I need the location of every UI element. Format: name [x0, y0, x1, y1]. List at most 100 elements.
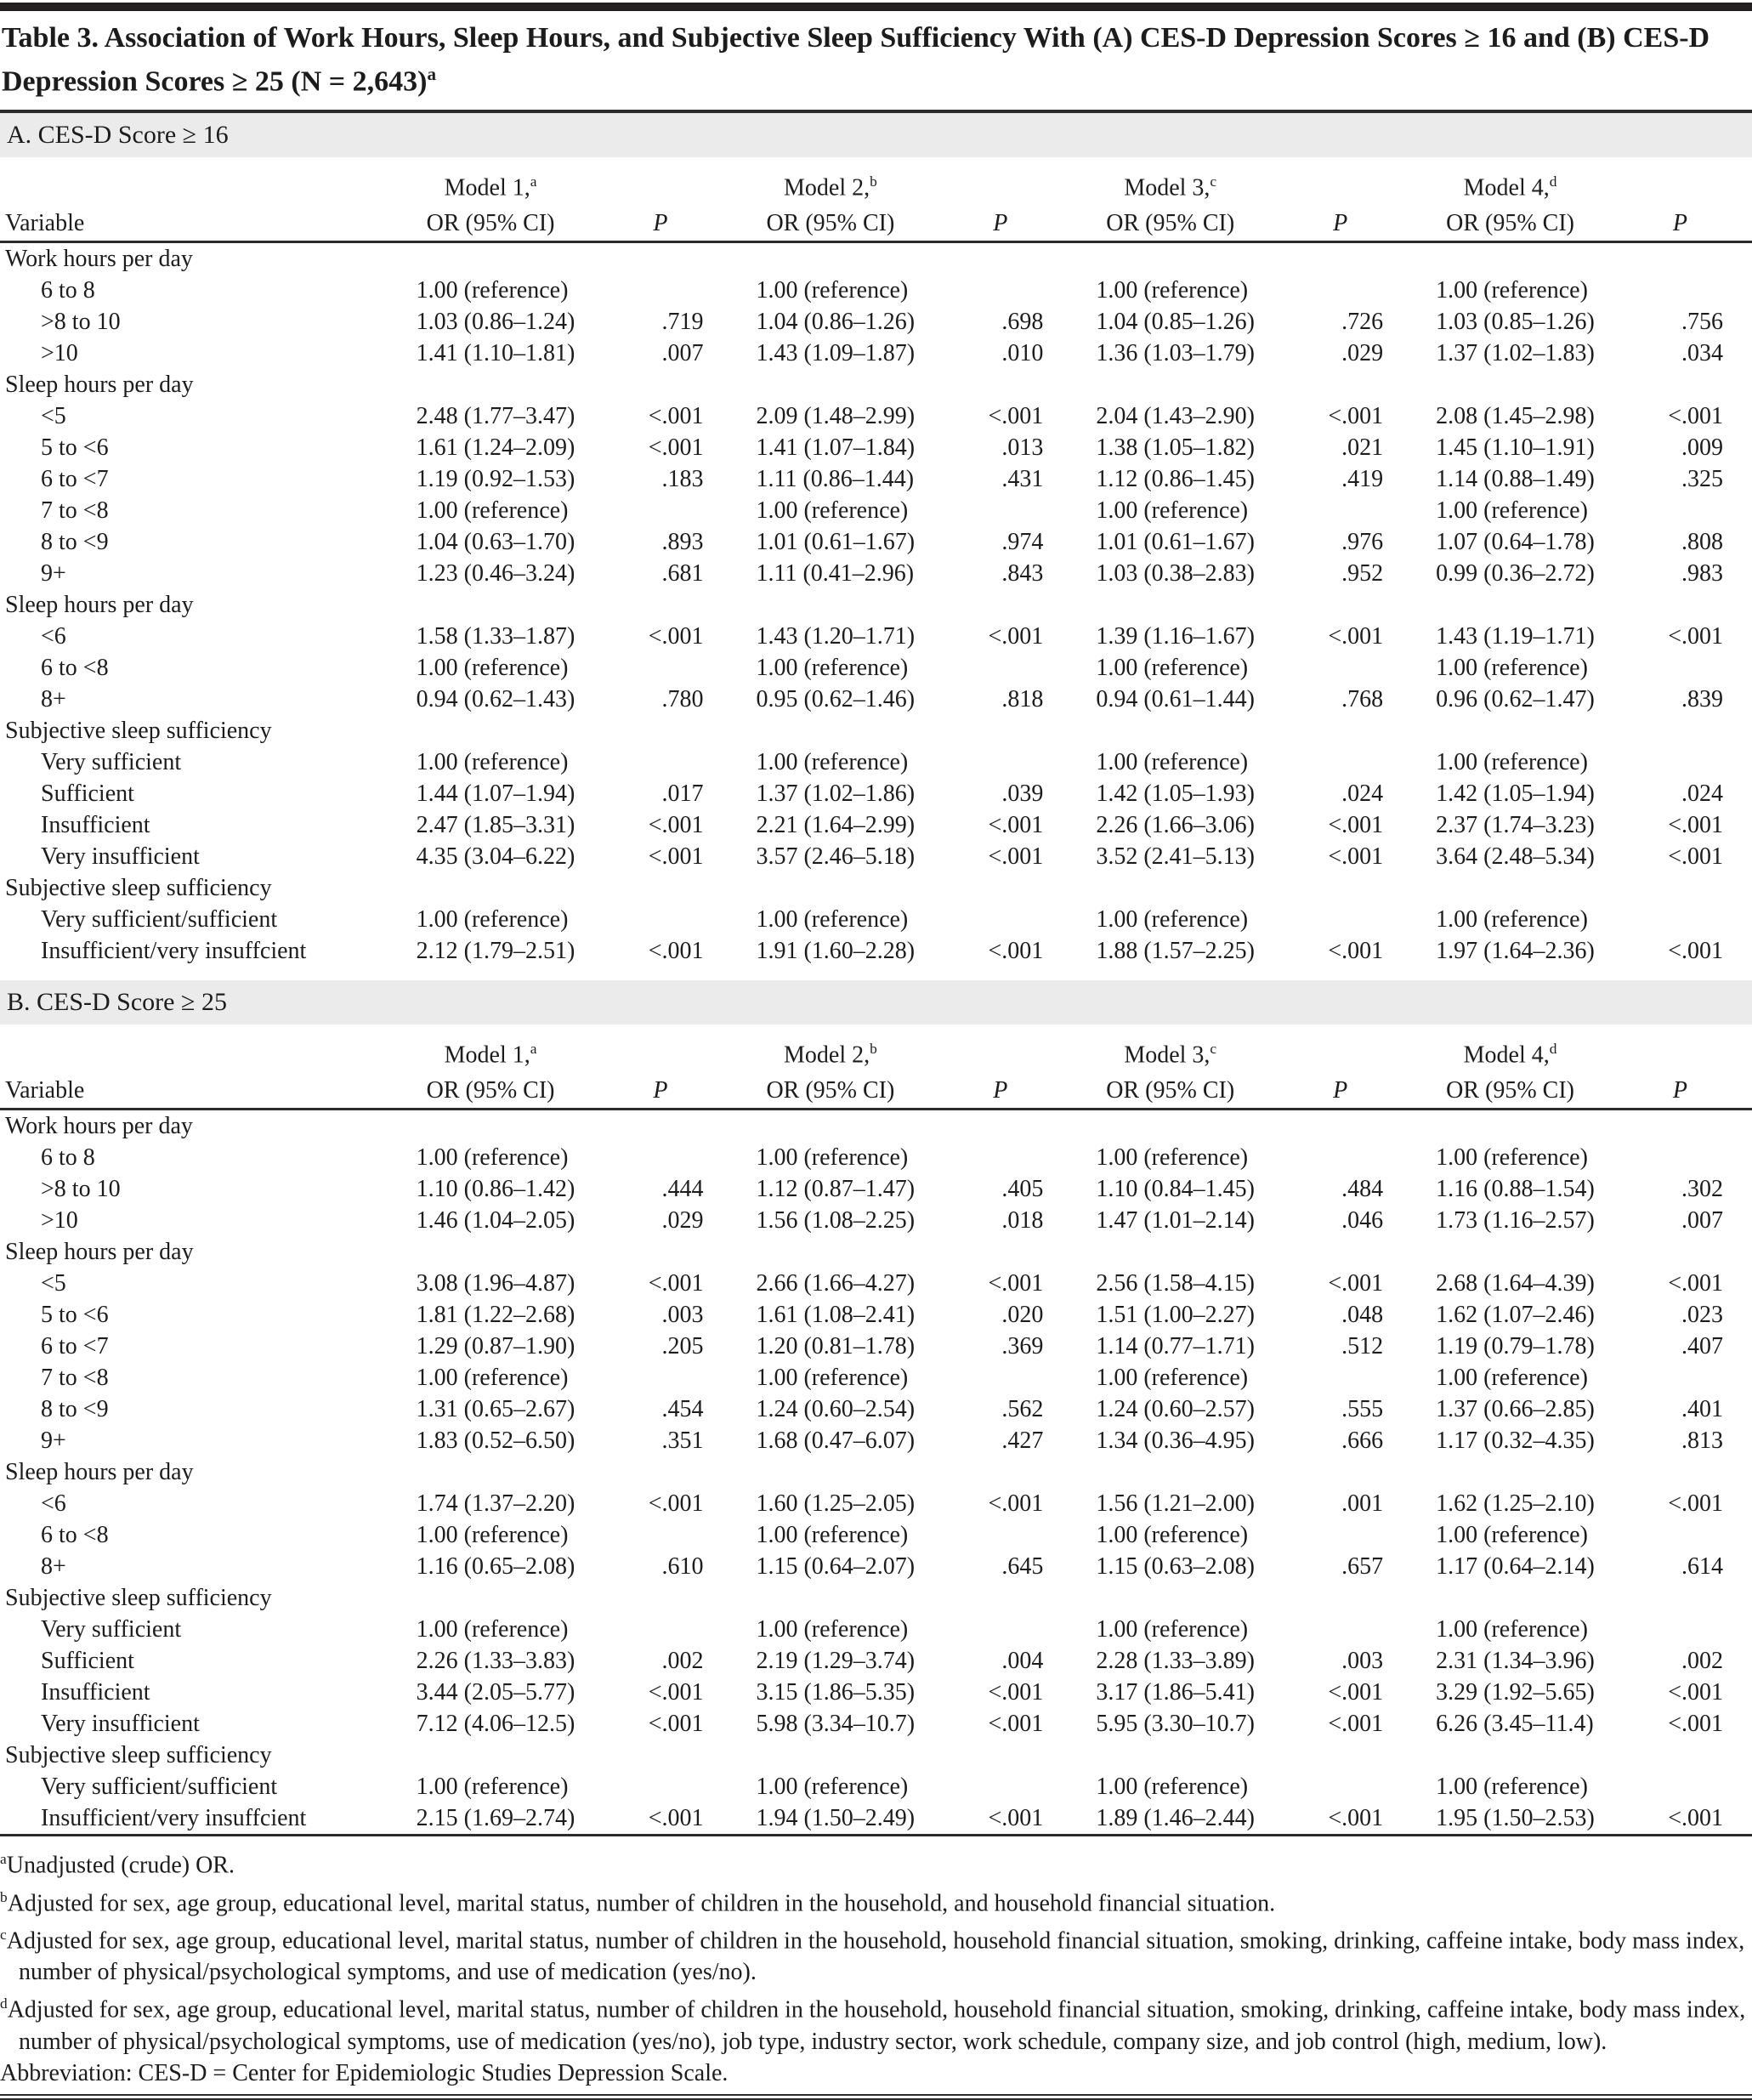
- header-spacer: [1268, 157, 1412, 202]
- table-row: 9+ 1.23 (0.46–3.24) .681 1.11 (0.41–2.96) .8…: [0, 558, 1752, 589]
- p-cell: .431: [1001, 465, 1044, 492]
- or-cell: 1.00 (reference): [1436, 1144, 1588, 1171]
- variable-column-header: Variable: [0, 202, 393, 244]
- or-cell: 1.17 (0.64–2.14): [1436, 1552, 1595, 1580]
- model-header: Model 1,a: [393, 1024, 589, 1070]
- row-label-cell: 6 to <7: [41, 465, 109, 492]
- or-cell: 1.04 (0.85–1.26): [1096, 308, 1255, 335]
- or-cell: 2.68 (1.64–4.39): [1436, 1269, 1595, 1297]
- or-cell: 1.10 (0.84–1.45): [1096, 1175, 1255, 1202]
- table-row: >10 1.41 (1.10–1.81) .007 1.43 (1.09–1.87).…: [0, 338, 1752, 369]
- or-cell: 2.19 (1.29–3.74): [756, 1647, 916, 1674]
- table-row: Very sufficient 1.00 (reference) 1.00 (ref…: [0, 1614, 1752, 1645]
- model-header-label: Model 2,: [784, 174, 870, 201]
- or-cell: 1.38 (1.05–1.82): [1096, 434, 1255, 461]
- or-cell: 1.47 (1.01–2.14): [1096, 1206, 1255, 1234]
- or-cell: 7.12 (4.06–12.5): [416, 1710, 575, 1737]
- table-row: <5 2.48 (1.77–3.47) <.001 2.09 (1.48–2.99) <…: [0, 400, 1752, 432]
- or-cell: 1.44 (1.07–1.94): [416, 780, 575, 807]
- row-label-cell: 8 to <9: [41, 1395, 109, 1422]
- or-cell: 1.00 (reference): [416, 1521, 569, 1548]
- p-cell: <.001: [988, 1678, 1044, 1706]
- table-row: Insufficient/very insuffcient 2.15 (1.69–…: [0, 1802, 1752, 1837]
- or-cell: 1.14 (0.77–1.71): [1096, 1332, 1255, 1359]
- p-cell: <.001: [1328, 843, 1384, 870]
- or-cell: 1.00 (reference): [756, 1144, 909, 1171]
- table-row: 8+ 0.94 (0.62–1.43) .780 0.95 (0.62–1.46) .8…: [0, 684, 1752, 715]
- row-label-cell: <5: [41, 1269, 66, 1297]
- model-header: Model 4,d: [1412, 157, 1608, 202]
- or-cell: 1.10 (0.86–1.42): [416, 1175, 575, 1202]
- row-label-cell: 7 to <8: [41, 497, 109, 524]
- p-cell: .839: [1681, 685, 1723, 712]
- p-cell: <.001: [1328, 622, 1384, 650]
- table-row: >10 1.46 (1.04–2.05) .029 1.56 (1.08–2.25).…: [0, 1205, 1752, 1236]
- or-cell: 1.00 (reference): [416, 276, 569, 304]
- p-cell: [1268, 652, 1412, 684]
- row-label-cell: 8+: [41, 685, 66, 712]
- p-cell: .976: [1341, 528, 1384, 555]
- or-cell: 1.00 (reference): [416, 654, 569, 681]
- p-cell: .003: [661, 1301, 704, 1328]
- or-cell: 1.00 (reference): [756, 1615, 909, 1643]
- p-cell: [1608, 904, 1752, 935]
- table-row: <6 1.58 (1.33–1.87) <.001 1.43 (1.20–1.71) <…: [0, 621, 1752, 652]
- p-cell: .407: [1681, 1332, 1723, 1359]
- p-cell: .974: [1001, 528, 1044, 555]
- or-cell: 1.19 (0.92–1.53): [416, 465, 575, 492]
- row-label-cell: Very insufficient: [41, 1710, 200, 1737]
- table-row: 9+ 1.83 (0.52–6.50) .351 1.68 (0.47–6.07) .4…: [0, 1425, 1752, 1456]
- or-cell: 1.00 (reference): [756, 276, 909, 304]
- or-cell: 1.36 (1.03–1.79): [1096, 339, 1255, 366]
- table-row: Very sufficient/sufficient 1.00 (referenc…: [0, 904, 1752, 935]
- or-cell: 1.41 (1.07–1.84): [756, 434, 916, 461]
- table-row: 6 to <8 1.00 (reference) 1.00 (reference) 1…: [0, 652, 1752, 684]
- or-cell: 1.03 (0.85–1.26): [1436, 308, 1595, 335]
- table-row: Subjective sleep sufficiency: [0, 1582, 1752, 1614]
- or-cell: 2.08 (1.45–2.98): [1436, 402, 1595, 429]
- p-cell: [928, 746, 1072, 778]
- p-cell: .427: [1001, 1427, 1044, 1454]
- model-header-footnote-marker: c: [1210, 1041, 1217, 1057]
- row-label-cell: Insufficient/very insuffcient: [41, 937, 307, 964]
- or-cell: 1.12 (0.86–1.45): [1096, 465, 1255, 492]
- or-cell: 1.24 (0.60–2.54): [756, 1395, 916, 1422]
- p-cell: .768: [1341, 685, 1384, 712]
- p-cell: [928, 1519, 1072, 1551]
- or-cell: 1.43 (1.09–1.87): [756, 339, 916, 366]
- p-cell: [588, 1362, 732, 1393]
- p-cell: <.001: [1328, 811, 1384, 838]
- p-cell: <.001: [988, 1490, 1044, 1517]
- p-cell: .034: [1681, 339, 1723, 366]
- p-cell: .454: [661, 1395, 704, 1422]
- p-column-header: P: [588, 1070, 733, 1111]
- or-cell: 1.88 (1.57–2.25): [1096, 937, 1255, 964]
- p-cell: <.001: [1328, 1269, 1384, 1297]
- p-cell: <.001: [1668, 843, 1723, 870]
- p-cell: <.001: [1668, 402, 1723, 429]
- or-cell: 1.41 (1.10–1.81): [416, 339, 575, 366]
- p-cell: [1268, 1142, 1412, 1173]
- or-cell: 3.64 (2.48–5.34): [1436, 843, 1595, 870]
- or-cell: 1.43 (1.19–1.71): [1436, 622, 1595, 650]
- p-cell: .843: [1001, 559, 1044, 587]
- p-column-header: P: [1268, 202, 1413, 244]
- header-spacer: [588, 1024, 732, 1070]
- or-cell: 2.15 (1.69–2.74): [392, 1802, 589, 1837]
- p-cell: .024: [1681, 780, 1723, 807]
- p-column-header: P: [928, 1070, 1073, 1111]
- footnote: cAdjusted for sex, age group, educationa…: [0, 1919, 1752, 1988]
- p-cell: <.001: [928, 1802, 1073, 1837]
- p-cell: .555: [1341, 1395, 1384, 1422]
- p-cell: .046: [1341, 1206, 1384, 1234]
- p-cell: .780: [661, 685, 704, 712]
- p-cell: .698: [1001, 308, 1044, 335]
- p-cell: .893: [661, 528, 704, 555]
- or-cell: 2.66 (1.66–4.27): [756, 1269, 916, 1297]
- panel-gap: [0, 967, 1752, 980]
- p-cell: [1608, 1142, 1752, 1173]
- header-spacer: [0, 1024, 393, 1070]
- row-label-cell: <6: [41, 622, 66, 650]
- p-cell: [588, 275, 732, 306]
- row-label-cell: <5: [41, 402, 66, 429]
